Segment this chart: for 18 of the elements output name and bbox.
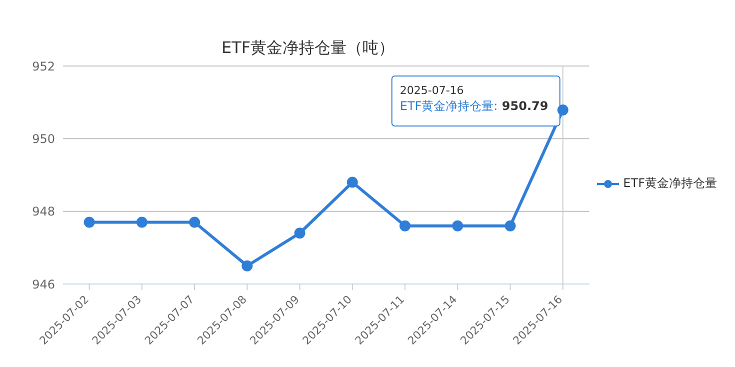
y-tick-label: 952 [32,59,55,74]
point [400,220,411,232]
y-tick-label: 946 [32,277,55,292]
point [346,176,358,188]
legend-label: ETF黄金净持仓量 [623,175,717,192]
point [452,220,464,232]
y-tick-label: 950 [32,132,55,146]
tooltip-box: 2025-07-16 ETF黄金净持仓量: 950.79 [391,75,560,126]
point [242,260,253,272]
chart-title: ETF黄金净持仓量（吨） [220,38,396,59]
point [557,104,568,116]
y-tick-label: 948 [32,204,55,219]
point [84,216,95,228]
point [136,216,148,228]
point [294,228,306,239]
point [189,216,200,228]
annotation: 2025-07-16 ETF黄金净持仓量: 950.79 [400,84,548,113]
point [504,220,516,232]
